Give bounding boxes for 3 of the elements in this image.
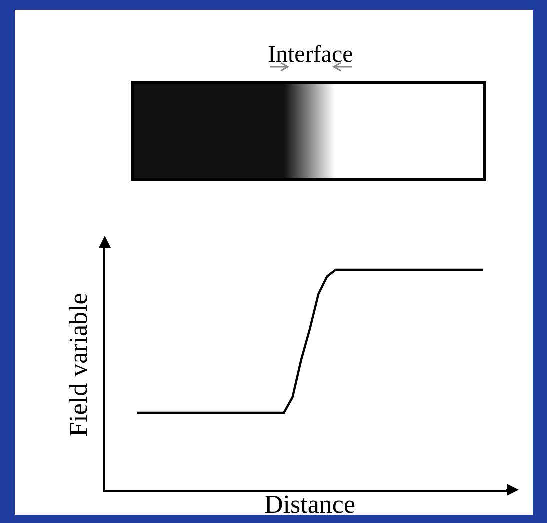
x-axis-title: Distance <box>264 490 356 520</box>
y-axis-title: Field variable <box>64 293 93 437</box>
text: Interface <box>268 42 354 68</box>
